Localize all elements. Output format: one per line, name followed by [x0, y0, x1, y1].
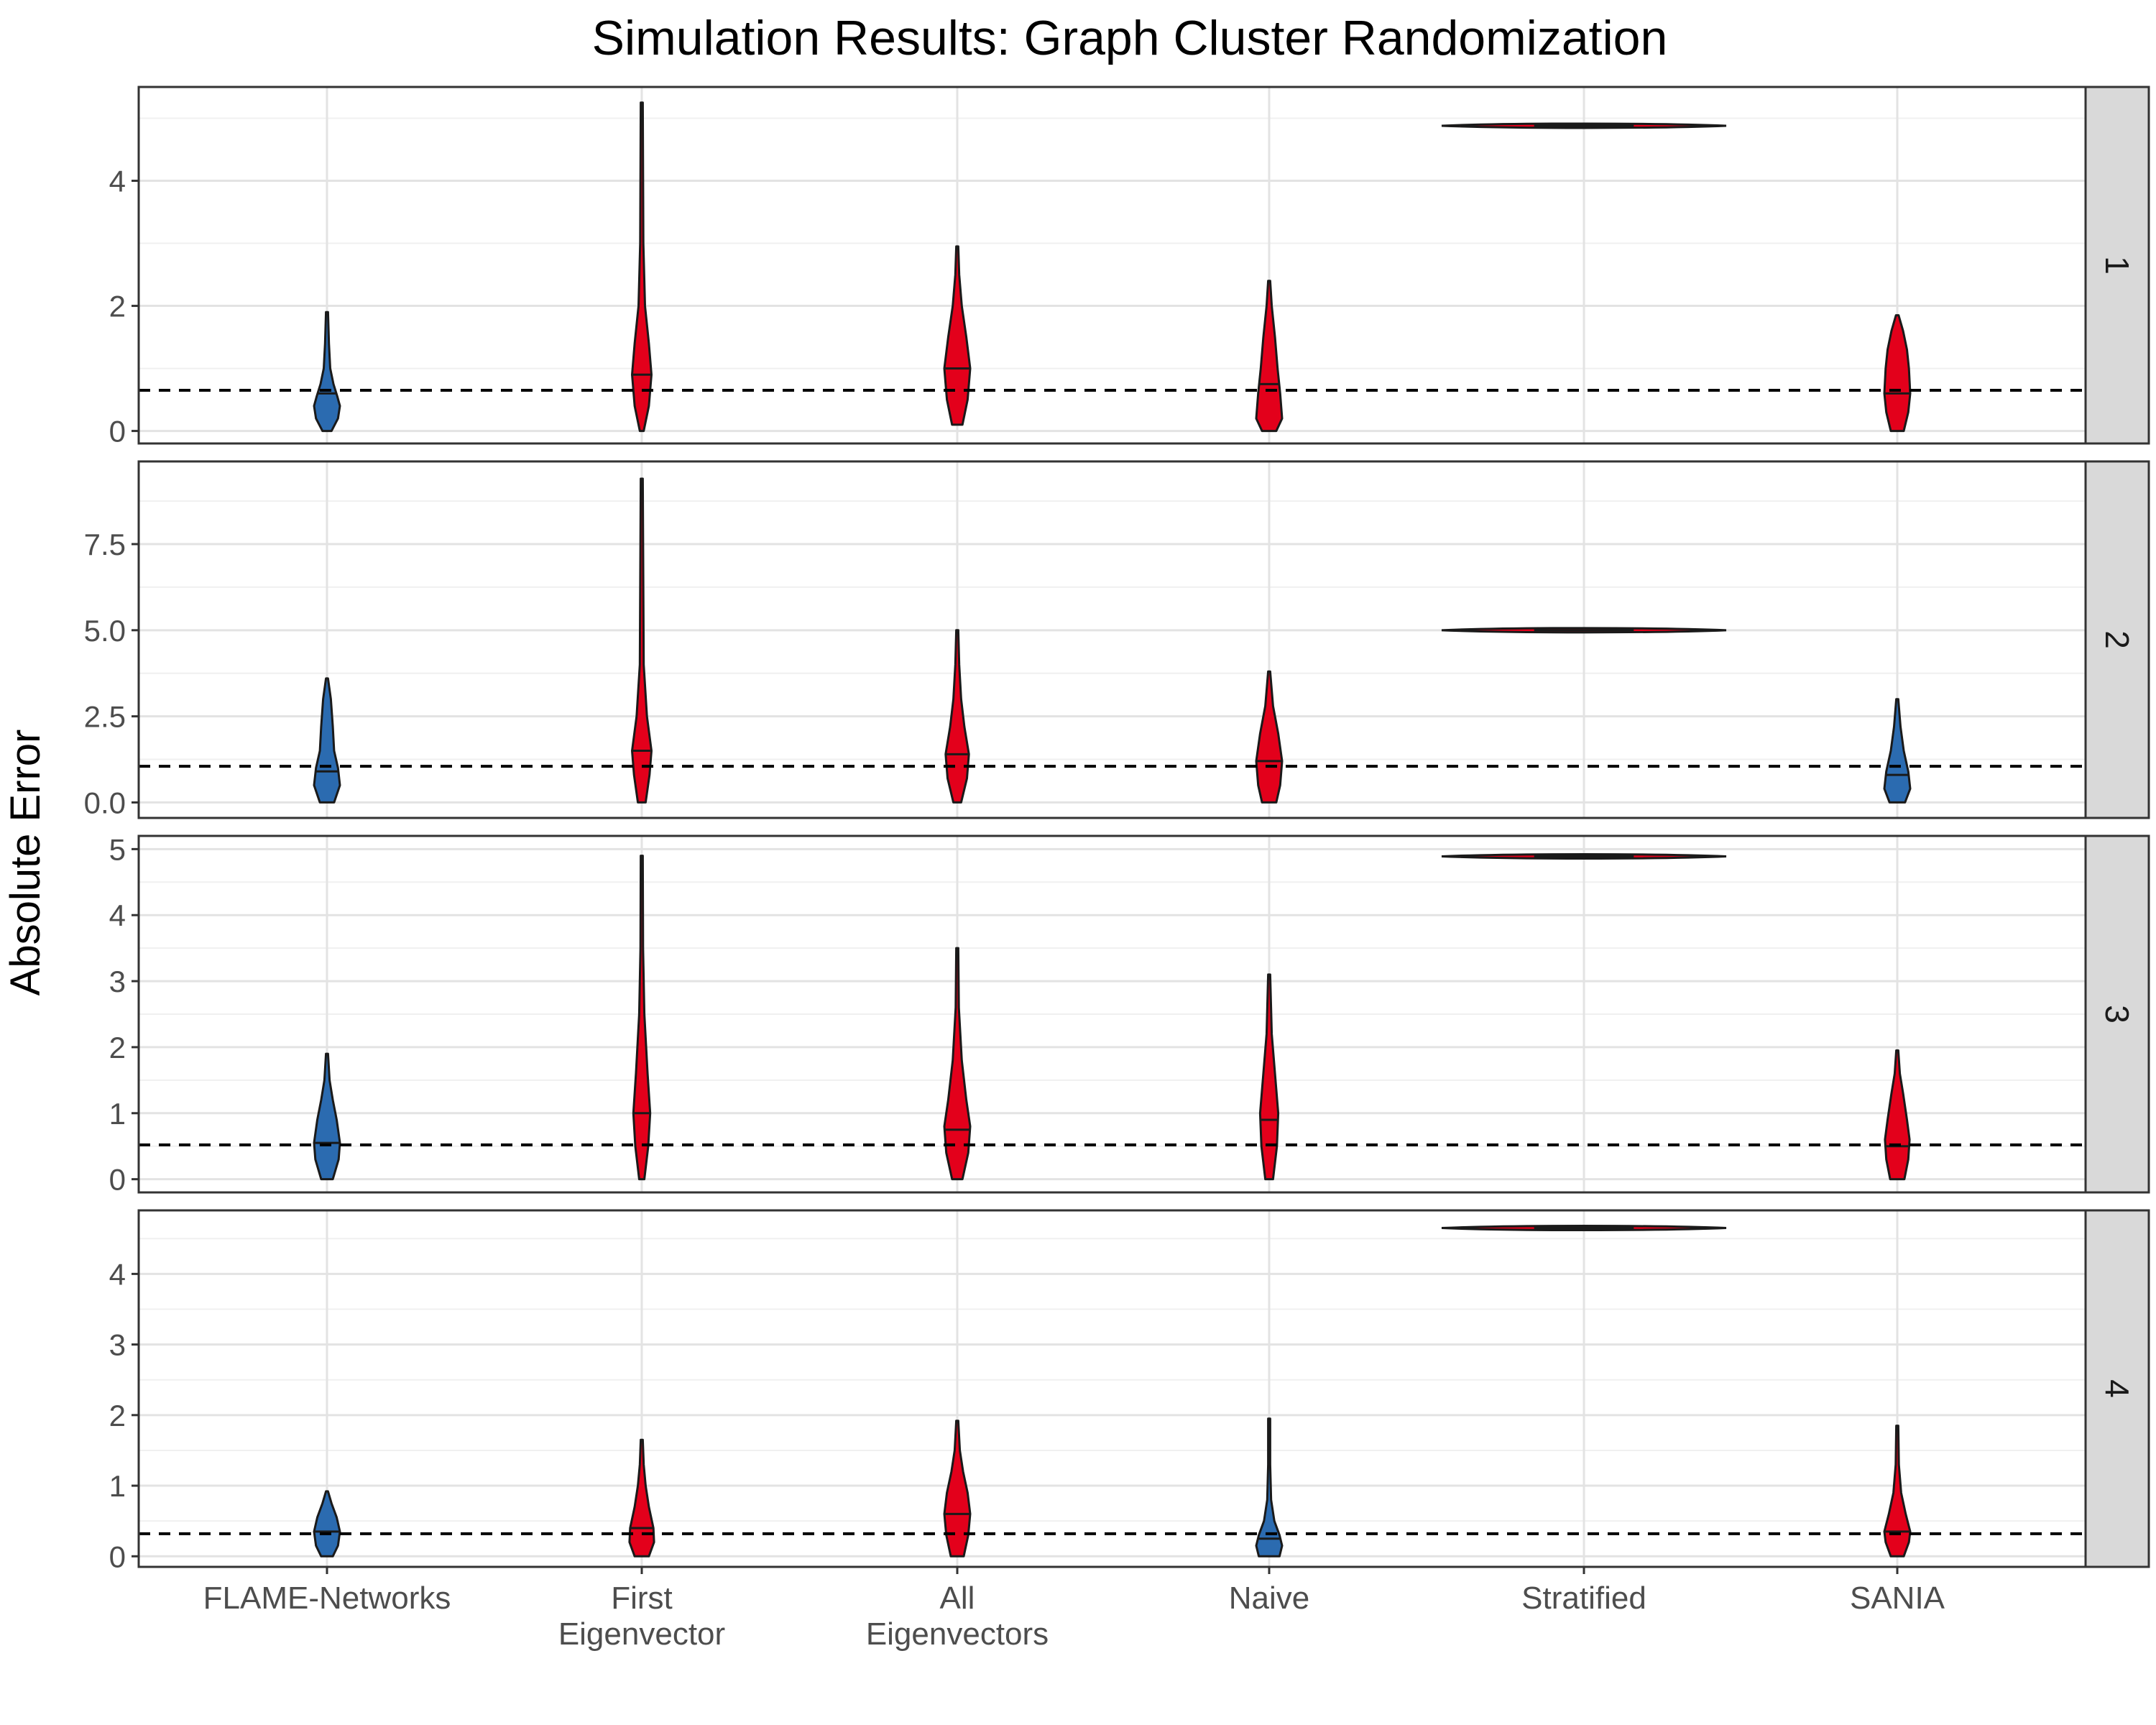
violin-1	[632, 855, 652, 1181]
x-tick-label: All	[940, 1581, 975, 1616]
x-tick-label: Naive	[1229, 1581, 1310, 1616]
violin-3	[1255, 1417, 1284, 1558]
x-tick-label: Eigenvectors	[866, 1616, 1049, 1652]
x-tick-label: Stratified	[1521, 1581, 1646, 1616]
violin-0	[313, 1052, 341, 1181]
y-tick-label: 0.0	[84, 786, 126, 819]
facet-panel-2: 0.0 2.5 5.0 7.5 2	[84, 460, 2150, 819]
facet-strip-label: 3	[2099, 1005, 2136, 1024]
chart-title: Simulation Results: Graph Cluster Random…	[592, 11, 1668, 65]
violin-3	[1255, 280, 1284, 433]
panel-background	[139, 1210, 2086, 1567]
facet-panel-3: 0 1 2 3 4 5 3	[109, 832, 2150, 1197]
violin-5	[1883, 1425, 1912, 1558]
violin-1	[631, 101, 653, 433]
facet-strip	[2084, 834, 2150, 1194]
facet-panel-4: 0 1 2 3 4 4	[109, 1209, 2150, 1573]
y-tick-label: 4	[109, 898, 126, 932]
x-tick-label: FLAME-Networks	[203, 1581, 451, 1616]
x-tick-label: Eigenvector	[558, 1616, 725, 1652]
y-tick-label: 0	[109, 1540, 126, 1573]
panel-background	[139, 461, 2086, 818]
y-tick-label: 5.0	[84, 614, 126, 648]
y-tick-label: 4	[109, 165, 126, 198]
y-axis-label: Absolute Error	[2, 730, 49, 996]
facet-strip-label: 4	[2099, 1379, 2136, 1398]
y-tick-label: 2	[109, 290, 126, 323]
y-tick-label: 2.5	[84, 700, 126, 734]
facet-strip	[2084, 460, 2150, 819]
facet-panel-1: 0 2 4 1	[109, 86, 2150, 448]
y-tick-label: 2	[109, 1399, 126, 1432]
x-tick-label: SANIA	[1850, 1581, 1945, 1616]
violin-3	[1258, 973, 1280, 1181]
y-tick-label: 7.5	[84, 528, 126, 561]
y-tick-label: 0	[109, 415, 126, 448]
violin-2	[944, 629, 970, 804]
y-tick-label: 3	[109, 965, 126, 998]
y-tick-label: 3	[109, 1328, 126, 1362]
violin-5	[1883, 698, 1912, 804]
facet-strip-label: 1	[2099, 256, 2136, 275]
facet-strip	[2084, 86, 2150, 445]
y-tick-label: 4	[109, 1257, 126, 1291]
facet-panels: 0 2 4 1 0.0 2.5 5.0 7.5 2 0 1 2 3 4 5 3 0 1 2 3 4 4	[84, 86, 2150, 1573]
facet-strip	[2084, 1209, 2150, 1568]
violin-5	[1883, 314, 1912, 433]
y-tick-label: 0	[109, 1163, 126, 1197]
y-tick-label: 5	[109, 832, 126, 866]
facet-strip-label: 2	[2099, 630, 2136, 649]
x-tick-label: First	[611, 1581, 673, 1616]
panel-background	[139, 87, 2086, 443]
violin-0	[313, 310, 341, 433]
violin-2	[943, 1420, 972, 1558]
y-tick-label: 1	[109, 1097, 126, 1131]
y-tick-label: 2	[109, 1031, 126, 1064]
y-tick-label: 1	[109, 1469, 126, 1503]
